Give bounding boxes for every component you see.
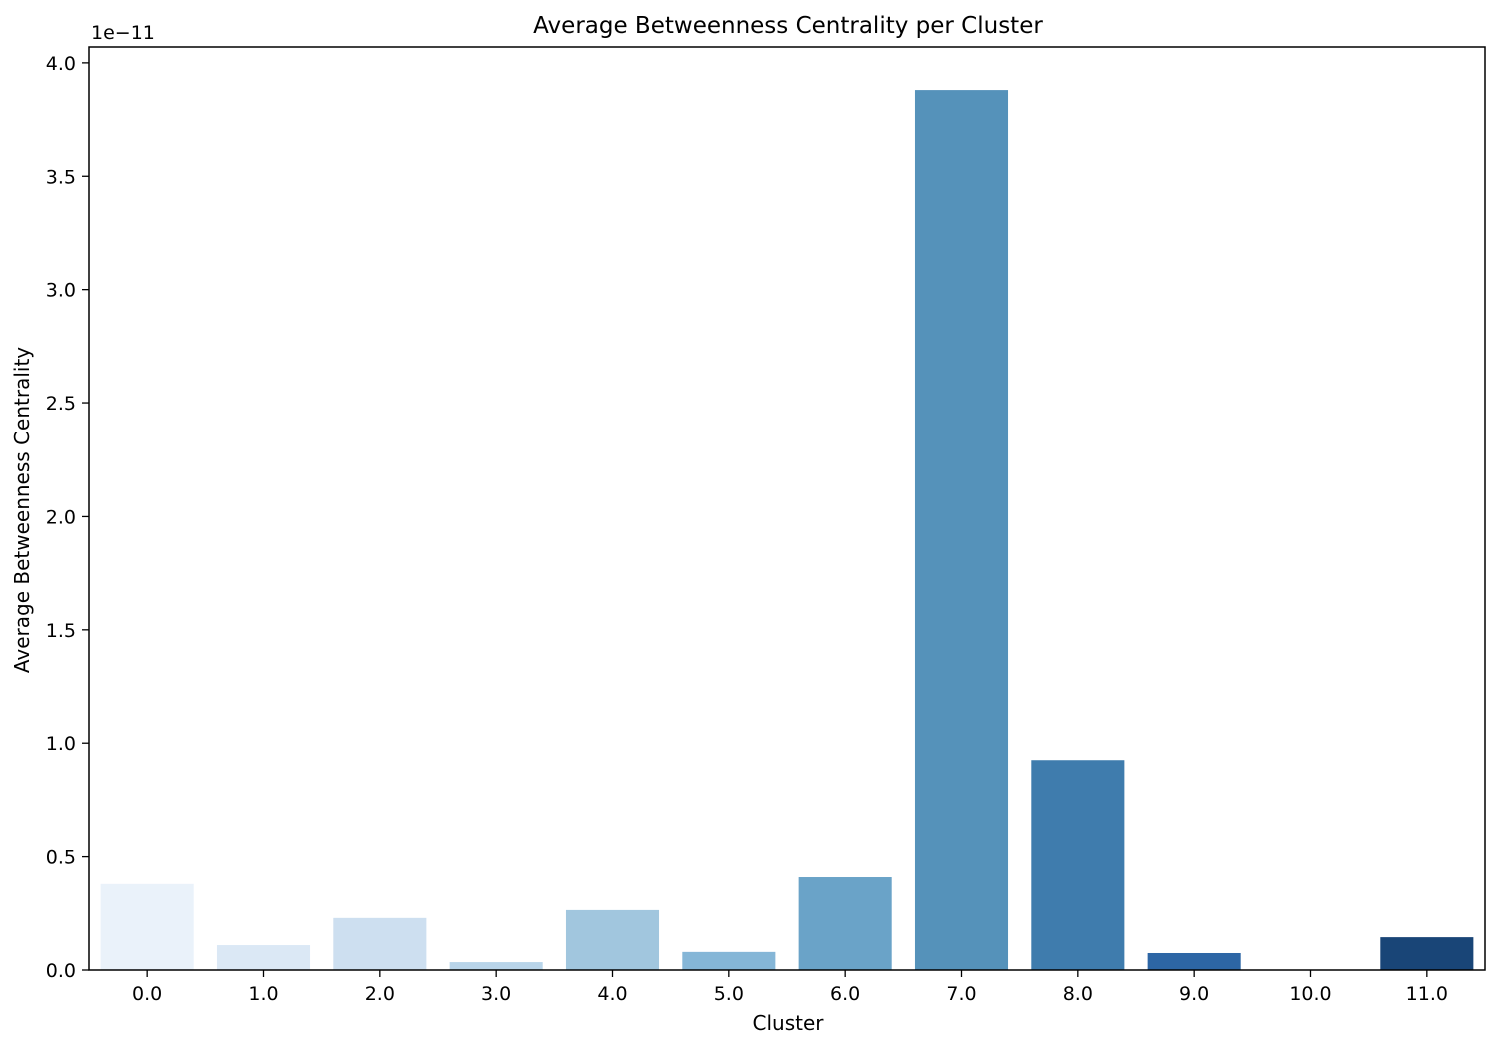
x-tick-label: 9.0 bbox=[1179, 983, 1209, 1005]
y-tick-label: 1.0 bbox=[46, 733, 76, 755]
bar-cluster-0-0 bbox=[100, 883, 194, 970]
x-tick-label: 6.0 bbox=[830, 983, 860, 1005]
bar-cluster-11-0 bbox=[1380, 937, 1474, 970]
bar-cluster-9-0 bbox=[1147, 952, 1241, 970]
y-axis-ticks: 0.0 0.5 1.0 1.5 2.0 2.5 3.0 3.5 4.0 bbox=[46, 53, 89, 982]
bar-cluster-4-0 bbox=[565, 909, 660, 970]
y-tick-label: 3.0 bbox=[46, 280, 76, 302]
x-tick-label: 11.0 bbox=[1406, 983, 1448, 1005]
bar-cluster-5-0 bbox=[682, 951, 776, 970]
x-tick-label: 2.0 bbox=[365, 983, 395, 1005]
x-tick-label: 3.0 bbox=[481, 983, 511, 1005]
x-tick-label: 4.0 bbox=[597, 983, 627, 1005]
bars-group bbox=[100, 90, 1474, 971]
x-tick-label: 0.0 bbox=[132, 983, 162, 1005]
bar-cluster-8-0 bbox=[1031, 760, 1125, 970]
x-tick-label: 5.0 bbox=[714, 983, 744, 1005]
bar-cluster-2-0 bbox=[333, 917, 427, 970]
x-axis-label: Cluster bbox=[753, 1011, 825, 1035]
bar-cluster-3-0 bbox=[449, 962, 543, 970]
x-tick-label: 10.0 bbox=[1289, 983, 1331, 1005]
x-tick-label: 7.0 bbox=[946, 983, 976, 1005]
y-tick-label: 2.0 bbox=[46, 506, 76, 528]
x-tick-label: 8.0 bbox=[1063, 983, 1093, 1005]
y-tick-label: 2.5 bbox=[46, 393, 76, 415]
bar-cluster-1-0 bbox=[216, 945, 311, 970]
bar-cluster-7-0 bbox=[914, 90, 1009, 971]
x-tick-label: 1.0 bbox=[248, 983, 278, 1005]
y-tick-label: 4.0 bbox=[46, 53, 76, 75]
y-tick-label: 0.5 bbox=[46, 847, 76, 869]
y-tick-label: 3.5 bbox=[46, 166, 76, 188]
y-axis-offset-label: 1e−11 bbox=[91, 22, 155, 44]
y-tick-label: 1.5 bbox=[46, 620, 76, 642]
bar-cluster-6-0 bbox=[798, 877, 892, 970]
plot-area-frame bbox=[88, 46, 1486, 971]
x-axis-ticks: 0.0 1.0 2.0 3.0 4.0 5.0 6.0 7.0 8.0 9.0 10.0 11.0 bbox=[132, 970, 1448, 1005]
y-axis-label: Average Betweenness Centrality bbox=[10, 347, 34, 673]
y-tick-label: 0.0 bbox=[46, 960, 76, 982]
chart-title: Average Betweenness Centrality per Clust… bbox=[533, 13, 1043, 39]
